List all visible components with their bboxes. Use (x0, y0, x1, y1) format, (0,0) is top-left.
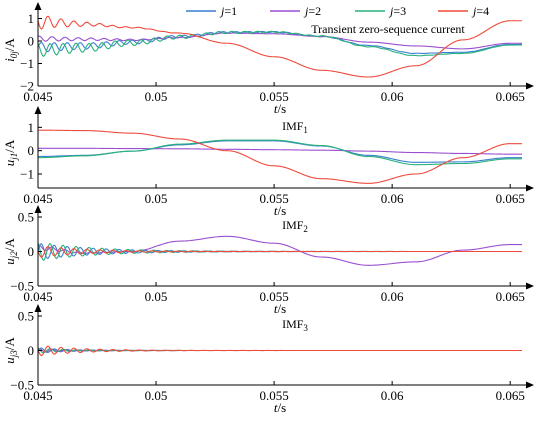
y-axis-arrow (34, 304, 42, 312)
x-tick-label: 0.06 (381, 191, 404, 206)
x-tick-label: 0.065 (496, 191, 525, 206)
x-tick-label: 0.06 (381, 388, 404, 403)
panel-annotation: IMF1 (282, 119, 308, 135)
x-tick-label: 0.055 (259, 289, 288, 304)
y-axis-label: uj3/A (2, 337, 19, 364)
series-line-1 (38, 140, 522, 163)
x-tick-label: 0.055 (259, 191, 288, 206)
y-tick-label: 0 (28, 34, 35, 49)
y-tick-label: 1 (28, 11, 35, 26)
panels: 0.045 0.05 0.055 0.06 0.065 1 0 −1 −2 t/s i0j/A Tra… (2, 2, 534, 415)
panel-3: 0.045 0.05 0.055 0.06 0.065 0.5 0 −0.5 t/s uj2/A I… (2, 205, 534, 316)
y-tick-label: 1 (28, 120, 35, 135)
y-axis-label: i0j/A (2, 38, 19, 62)
y-tick-label: 0.5 (18, 210, 34, 225)
x-axis-label: t/s (274, 101, 286, 116)
y-tick-label: 0 (28, 143, 35, 158)
y-axis-label: uj1/A (2, 139, 19, 166)
legend: j=1 j=2 j=3 j=4 (186, 4, 489, 18)
series-line-4 (38, 345, 522, 357)
y-axis-arrow (34, 205, 42, 213)
series-line-3 (38, 30, 522, 57)
legend-item-4: j=4 (438, 4, 489, 18)
x-tick-label: 0.05 (145, 289, 168, 304)
x-axis-label: t/s (274, 203, 286, 218)
y-axis-arrow (34, 106, 42, 114)
x-tick-label: 0.05 (145, 89, 168, 104)
x-tick-label: 0.045 (23, 388, 52, 403)
series-line-4 (38, 129, 522, 184)
series-group (38, 15, 522, 78)
y-tick-label: −1 (20, 56, 34, 71)
y-tick-label: 0 (28, 244, 35, 259)
legend-label: j=4 (471, 4, 489, 18)
series-line-3 (38, 139, 522, 166)
y-tick-label: 0 (28, 343, 35, 358)
y-tick-label: −2 (20, 79, 34, 94)
series-group (38, 129, 522, 184)
x-tick-label: 0.05 (145, 191, 168, 206)
panel-4: 0.045 0.05 0.055 0.06 0.065 0.5 0 −0.5 t/s uj3/A I… (2, 304, 534, 415)
y-axis-label: uj2/A (2, 238, 19, 265)
panel-annotation: IMF3 (282, 317, 308, 333)
legend-item-2: j=2 (270, 4, 321, 18)
x-tick-label: 0.06 (381, 289, 404, 304)
panel-annotation: IMF2 (282, 218, 308, 234)
x-tick-label: 0.05 (145, 388, 168, 403)
x-tick-label: 0.065 (496, 388, 525, 403)
x-axis-label: t/s (274, 301, 286, 316)
x-tick-label: 0.065 (496, 89, 525, 104)
legend-label: j=1 (219, 4, 237, 18)
x-tick-label: 0.065 (496, 289, 525, 304)
x-axis-arrow (526, 381, 534, 389)
y-axis-arrow (34, 2, 42, 10)
legend-item-3: j=3 (355, 4, 406, 18)
series-line-2 (38, 32, 522, 50)
x-axis-arrow (526, 282, 534, 290)
series-line-4 (38, 245, 522, 258)
panel-2: 0.045 0.05 0.055 0.06 0.065 1 0 −1 t/s uj1/A IMF1 (2, 106, 534, 218)
x-axis-arrow (526, 82, 534, 90)
series-line-4 (38, 15, 522, 78)
y-tick-label: −0.5 (10, 378, 34, 393)
x-axis-label: t/s (274, 400, 286, 415)
y-tick-label: −1 (20, 167, 34, 182)
y-tick-label: 0.5 (18, 309, 34, 324)
y-tick-label: −0.5 (10, 279, 34, 294)
series-group (38, 235, 522, 266)
x-tick-label: 0.045 (23, 191, 52, 206)
x-tick-label: 0.055 (259, 388, 288, 403)
series-group (38, 345, 522, 357)
legend-item-1: j=1 (186, 4, 237, 18)
legend-label: j=3 (388, 4, 406, 18)
panel-title: Transient zero-sequence current (311, 22, 465, 36)
x-tick-label: 0.045 (23, 89, 52, 104)
legend-label: j=2 (303, 4, 321, 18)
x-tick-label: 0.06 (381, 89, 404, 104)
series-line-2 (38, 147, 522, 155)
x-tick-label: 0.045 (23, 289, 52, 304)
x-axis-arrow (526, 184, 534, 192)
panel-1: 0.045 0.05 0.055 0.06 0.065 1 0 −1 −2 t/s i0j/A Tra… (2, 2, 534, 116)
x-tick-label: 0.055 (259, 89, 288, 104)
